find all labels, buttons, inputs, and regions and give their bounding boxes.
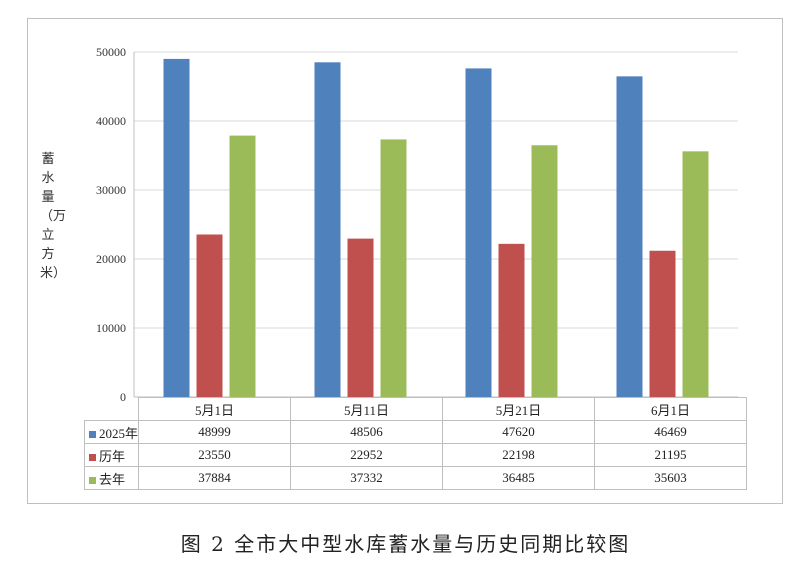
data-label: 22952 — [290, 443, 444, 467]
table-header-row: 5月1日 5月11日 5月21日 6月1日 — [84, 397, 748, 421]
data-table: 5月1日 5月11日 5月21日 6月1日 2025年 48999 48506 47620 46… — [83, 397, 748, 490]
data-label: 35603 — [594, 466, 748, 490]
bar-1-3 — [465, 68, 492, 397]
bar-1-4 — [616, 76, 643, 398]
legend-label: 历年 — [99, 448, 126, 464]
data-label: 37332 — [290, 466, 444, 490]
table-row: 2025年 48999 48506 47620 46469 — [83, 420, 748, 444]
x-tick-label: 5月11日 — [290, 397, 444, 421]
y-tick-label: 50000 — [96, 45, 126, 59]
legend-swatch — [89, 477, 96, 485]
bar-2-4 — [649, 250, 676, 397]
data-label: 23550 — [138, 443, 292, 467]
table-corner — [84, 397, 140, 421]
legend-entry: 历年 — [83, 443, 140, 467]
figure-caption: 图 2 全市大中型水库蓄水量与历史同期比较图 — [180, 532, 631, 556]
bar-3-3 — [531, 145, 558, 397]
bar-2-3 — [498, 243, 525, 397]
bar-2-1 — [196, 234, 223, 397]
bar-3-4 — [682, 151, 709, 397]
bar-3-2 — [380, 139, 407, 398]
data-label: 22198 — [442, 443, 596, 467]
data-label: 37884 — [138, 466, 292, 490]
y-tick-label: 10000 — [96, 321, 126, 335]
bar-1-2 — [314, 62, 341, 398]
legend-label: 去年 — [99, 471, 126, 487]
legend-label: 2025年 — [99, 425, 139, 441]
data-label: 47620 — [442, 420, 596, 444]
data-label: 48506 — [290, 420, 444, 444]
legend-entry: 去年 — [83, 466, 140, 490]
legend-swatch — [89, 431, 96, 439]
table-row: 去年 37884 37332 36485 35603 — [83, 466, 748, 490]
table-row: 历年 23550 22952 22198 21195 — [83, 443, 748, 467]
data-label: 36485 — [442, 466, 596, 490]
y-tick-label: 0 — [120, 390, 126, 404]
bar-2-2 — [347, 238, 374, 397]
data-label: 48999 — [138, 420, 292, 444]
legend-swatch — [89, 454, 96, 462]
y-tick-label: 20000 — [96, 252, 126, 266]
bar-3-1 — [229, 135, 256, 397]
legend-entry: 2025年 — [83, 420, 140, 444]
x-tick-label: 5月1日 — [138, 397, 292, 421]
x-tick-label: 6月1日 — [594, 397, 748, 421]
bar-1-1 — [163, 58, 190, 398]
y-tick-label: 40000 — [96, 114, 126, 128]
x-tick-label: 5月21日 — [442, 397, 596, 421]
data-label: 46469 — [594, 420, 748, 444]
y-tick-label: 30000 — [96, 183, 126, 197]
data-label: 21195 — [594, 443, 748, 467]
